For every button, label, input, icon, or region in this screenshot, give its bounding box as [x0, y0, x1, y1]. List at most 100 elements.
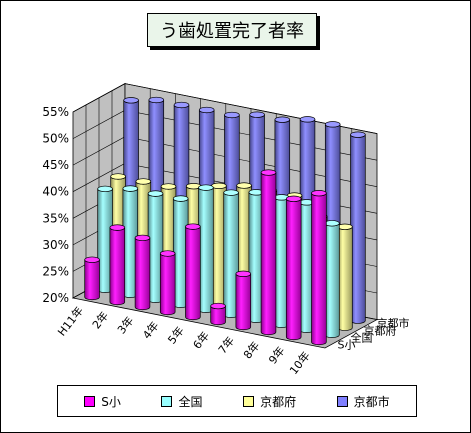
bar-S小-3年 — [134, 234, 151, 311]
cylinder-top — [223, 189, 239, 196]
cylinder-top — [148, 96, 165, 104]
cylinder-top — [172, 195, 189, 202]
bar-S小-6年 — [210, 302, 226, 326]
cylinder-top — [109, 224, 126, 231]
x-tick-label: 6年 — [190, 329, 212, 352]
bar-全国-10年 — [324, 220, 340, 338]
cylinder-top — [260, 169, 277, 176]
cylinder-top — [211, 182, 227, 189]
cylinder-body — [311, 193, 327, 346]
y-tick-label: 30% — [42, 238, 69, 252]
cylinder-top — [311, 189, 327, 197]
cylinder-top — [324, 220, 340, 227]
bar-全国-2年 — [122, 185, 139, 298]
legend-item: 京都市 — [336, 393, 390, 410]
cylinder-top — [324, 121, 341, 128]
bar-S小-10年 — [311, 189, 327, 346]
cylinder-top — [160, 183, 177, 190]
cylinder-top — [350, 131, 366, 138]
bar-全国-6年 — [223, 189, 239, 318]
cylinder-top — [337, 223, 353, 230]
y-tick-label: 25% — [42, 264, 69, 278]
cylinder-top — [210, 302, 226, 310]
x-tick-label: 2年 — [89, 309, 111, 332]
cylinder-body — [260, 172, 277, 336]
x-tick-label: 7年 — [215, 334, 237, 357]
cylinder-top — [249, 111, 265, 118]
bar-京都府-5年 — [211, 182, 227, 306]
cylinder-top — [173, 101, 190, 109]
cylinder-top — [285, 195, 302, 202]
legend-label: 京都府 — [260, 394, 297, 409]
legend-swatch — [161, 395, 173, 407]
bar-S小-5年 — [185, 223, 201, 321]
x-tick-label: 3年 — [114, 314, 136, 337]
depth-axis-label: S小 — [338, 338, 356, 351]
cylinder-top — [198, 184, 214, 191]
cylinder-top — [110, 173, 126, 180]
bar-S小-4年 — [159, 250, 176, 316]
cylinder-top — [224, 111, 240, 119]
legend-label: 全国 — [178, 394, 203, 409]
depth-axis-label: 全国 — [351, 330, 373, 344]
y-tick-label: 40% — [42, 185, 69, 199]
bar-全国-H11年 — [97, 185, 113, 293]
legend-swatch — [336, 395, 348, 407]
bar-全国-4年 — [172, 195, 189, 308]
cylinder-body — [159, 253, 176, 316]
cylinder-top — [299, 116, 316, 123]
bar-S小-H11年 — [84, 256, 100, 301]
gridline — [72, 83, 378, 134]
y-tick-label: 20% — [42, 291, 69, 305]
cylinder-body — [84, 259, 100, 301]
cylinder-top — [159, 250, 176, 257]
cylinder-body — [198, 187, 214, 313]
bar-全国-5年 — [198, 184, 214, 313]
depth-axis-label: 京都市 — [377, 316, 410, 330]
legend-swatch — [243, 395, 255, 407]
legend-swatch — [84, 395, 96, 407]
legend-item: 全国 — [161, 393, 203, 410]
x-tick-label: H11年 — [54, 304, 86, 339]
bar-S小-7年 — [235, 270, 252, 331]
bar-京都市-10年 — [350, 131, 366, 324]
cylinder-top — [122, 185, 139, 192]
bar-S小-2年 — [109, 224, 126, 306]
bar-京都府-10年 — [337, 223, 353, 331]
x-tick-label: 9年 — [265, 344, 287, 367]
cylinder-body — [235, 273, 252, 331]
cylinder-top — [198, 106, 215, 114]
y-tick-label: 45% — [42, 158, 69, 172]
legend-item: S小 — [84, 393, 121, 410]
cylinder-top — [185, 223, 201, 230]
legend-label: S小 — [101, 394, 121, 409]
cylinder-top — [97, 185, 113, 193]
chart-legend: S小 全国 京都府 京都市 — [57, 385, 417, 417]
x-tick-label: 10年 — [286, 349, 312, 377]
y-tick-label: 35% — [42, 211, 69, 225]
cylinder-body — [134, 237, 151, 311]
y-tick-label: 55% — [42, 105, 69, 119]
cylinder-top — [123, 97, 139, 104]
legend-item: 京都府 — [243, 393, 296, 410]
cylinder-body — [109, 227, 126, 306]
cylinder-body — [285, 198, 302, 341]
cylinder-body — [337, 226, 353, 331]
cylinder-top — [134, 234, 151, 242]
x-tick-label: 8年 — [240, 339, 262, 362]
bar-S小-8年 — [260, 169, 277, 336]
bar-S小-9年 — [285, 195, 302, 341]
cylinder-top — [135, 178, 152, 185]
legend-label: 京都市 — [353, 394, 390, 409]
cylinder-body — [324, 223, 340, 338]
bar-全国-3年 — [147, 190, 164, 303]
chart-title: う歯処置完了者率 — [147, 13, 317, 47]
y-tick-label: 50% — [42, 132, 69, 146]
cylinder-top — [235, 270, 252, 277]
cylinder-top — [84, 256, 100, 263]
cylinder-body — [185, 226, 201, 321]
x-tick-label: 5年 — [165, 324, 187, 347]
x-tick-label: 4年 — [139, 319, 161, 342]
